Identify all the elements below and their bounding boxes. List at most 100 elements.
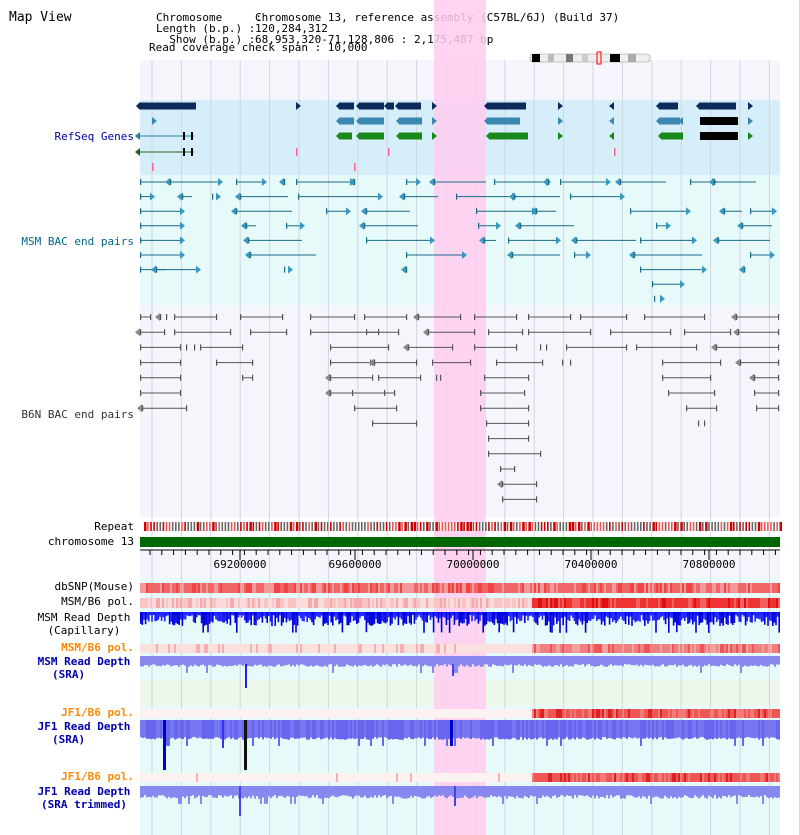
heat-cell (592, 598, 594, 608)
heat-cell (182, 773, 184, 782)
heat-cell (490, 598, 492, 608)
depth-bar (298, 656, 300, 666)
heat-cell (462, 583, 464, 593)
heat-cell (564, 709, 566, 718)
depth-bar (296, 612, 299, 626)
bac-end-marker (235, 192, 240, 201)
msm-depth-sra-sublabel: (SRA) (52, 668, 86, 681)
depth-bar (214, 786, 216, 798)
heat-cell (578, 583, 580, 593)
bac-end (474, 344, 476, 351)
depth-bar (686, 786, 688, 797)
dbsnp-label: dbSNP(Mouse) (54, 580, 134, 593)
depth-bar (638, 720, 640, 739)
depth-bar (750, 720, 752, 738)
depth-bar (376, 612, 379, 624)
heat-cell (434, 773, 436, 782)
heat-cell (526, 583, 528, 593)
heat-cell (410, 583, 412, 593)
heat-cell (334, 598, 336, 608)
bac-end (416, 359, 418, 366)
heat-cell (738, 773, 740, 782)
depth-bar (484, 720, 486, 740)
bac-end (560, 179, 562, 185)
heat-cell (318, 583, 320, 593)
depth-bar (666, 656, 668, 667)
heat-cell (238, 709, 240, 718)
depth-bar (202, 786, 204, 796)
heat-cell (662, 709, 664, 718)
bac-end-marker (135, 328, 140, 337)
heat-cell (412, 598, 414, 608)
depth-bar (336, 720, 338, 739)
heat-cell (178, 583, 180, 593)
depth-bar (327, 612, 329, 626)
depth-bar (695, 612, 697, 633)
heat-cell (322, 583, 324, 593)
depth-bar (190, 786, 192, 797)
heat-cell (486, 644, 488, 653)
heat-cell (594, 598, 596, 608)
depth-bar (310, 656, 312, 666)
heat-cell (204, 773, 206, 782)
repeat-element (144, 522, 147, 531)
depth-bar (394, 786, 396, 797)
heat-cell (404, 598, 406, 608)
bac-end (562, 359, 564, 366)
bac-end (742, 222, 744, 229)
heat-cell (378, 598, 380, 608)
heat-cell (662, 773, 664, 782)
depth-bar (456, 786, 458, 799)
heat-cell (194, 583, 196, 593)
depth-bar (748, 612, 750, 617)
heat-cell (244, 709, 246, 718)
depth-bar (498, 612, 500, 633)
depth-bar (264, 656, 266, 667)
heat-cell (634, 583, 636, 593)
heat-cell (150, 598, 152, 608)
heat-cell (160, 598, 162, 608)
repeat-element (605, 522, 608, 531)
heat-cell (754, 583, 756, 593)
heat-cell (450, 709, 452, 718)
heat-cell (688, 773, 690, 782)
heat-cell (288, 598, 290, 608)
depth-bar (192, 786, 194, 796)
heat-cell (760, 773, 762, 782)
heat-cell (742, 773, 744, 782)
depth-bar (528, 720, 530, 739)
depth-bar (586, 612, 588, 623)
bac-end-marker (772, 207, 777, 216)
heat-cell (716, 644, 718, 653)
heat-cell (378, 583, 380, 593)
heat-cell (432, 583, 434, 593)
depth-bar (234, 656, 236, 666)
heat-cell (756, 598, 758, 608)
depth-bar (558, 720, 560, 738)
heat-cell (536, 583, 538, 593)
heat-cell (208, 644, 210, 653)
depth-bar (181, 612, 184, 626)
repeat-element (150, 522, 152, 531)
bac-end (398, 329, 400, 336)
bac-end-marker (180, 207, 185, 216)
depth-bar (484, 786, 486, 798)
heat-cell (392, 709, 394, 718)
heat-cell (608, 583, 610, 593)
heat-cell (568, 598, 570, 608)
depth-bar (738, 656, 740, 665)
repeat-element (345, 522, 348, 531)
heat-cell (750, 598, 752, 608)
heat-cell (530, 773, 532, 782)
heat-cell (644, 773, 646, 782)
depth-bar (288, 786, 290, 797)
heat-cell (288, 773, 290, 782)
heat-cell (330, 709, 332, 718)
heat-cell (664, 644, 666, 653)
heat-cell (174, 773, 176, 782)
depth-bar (154, 720, 156, 740)
heat-cell (688, 583, 690, 593)
depth-bar (670, 720, 672, 739)
heat-cell (576, 583, 578, 593)
